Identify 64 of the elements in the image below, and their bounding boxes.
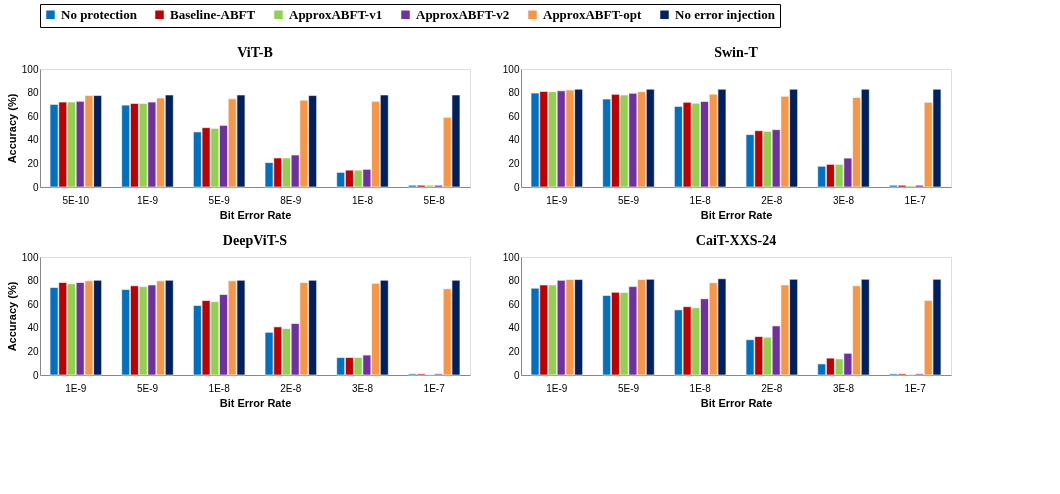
x-tick-label: 5E-10 xyxy=(62,194,90,206)
x-axis-title: Bit Error Rate xyxy=(700,396,773,409)
x-tick-label: 3E-8 xyxy=(832,194,855,206)
y-tick-label: 20 xyxy=(508,345,520,357)
x-tick-label: 1E-9 xyxy=(546,382,568,394)
x-tick-label: 1E-7 xyxy=(904,194,927,206)
y-tick-label: 0 xyxy=(513,181,520,193)
x-tick-label: 5E-8 xyxy=(423,194,446,206)
y-tick-label: 100 xyxy=(502,251,520,263)
legend-label: No error injection xyxy=(675,6,776,22)
y-tick-label: 80 xyxy=(27,87,39,99)
y-tick-label: 20 xyxy=(508,157,520,169)
y-tick-label: 80 xyxy=(508,87,520,99)
y-tick-label: 0 xyxy=(32,181,39,193)
y-tick-label: 40 xyxy=(508,134,520,146)
y-axis-title: Accuracy (%) xyxy=(5,281,18,352)
x-tick-label: 1E-9 xyxy=(546,194,568,206)
x-tick-label: 1E-7 xyxy=(423,382,446,394)
x-tick-label: 1E-8 xyxy=(689,382,712,394)
chart-title: ViT-B xyxy=(237,45,273,60)
legend-label: ApproxABFT-v1 xyxy=(289,6,383,22)
y-tick-label: 60 xyxy=(508,298,520,310)
legend-label: Baseline-ABFT xyxy=(170,6,256,22)
x-tick-label: 3E-8 xyxy=(832,382,855,394)
y-tick-label: 100 xyxy=(21,251,39,263)
y-tick-label: 80 xyxy=(27,275,39,287)
x-tick-label: 2E-8 xyxy=(280,382,302,394)
x-tick-label: 5E-9 xyxy=(617,382,640,394)
x-tick-label: 5E-9 xyxy=(617,194,640,206)
x-tick-label: 1E-8 xyxy=(208,382,231,394)
y-axis-title: Accuracy (%) xyxy=(5,93,18,164)
y-tick-label: 60 xyxy=(27,298,39,310)
chart-title: DeepViT-S xyxy=(222,233,288,248)
y-tick-label: 100 xyxy=(21,63,39,75)
y-tick-label: 0 xyxy=(32,369,39,381)
x-tick-label: 1E-9 xyxy=(136,194,159,206)
x-axis-title: Bit Error Rate xyxy=(219,208,292,221)
x-tick-label: 1E-8 xyxy=(689,194,712,206)
chart-title: CaiT-XXS-24 xyxy=(695,233,777,248)
y-tick-label: 100 xyxy=(502,63,520,75)
x-axis-title: Bit Error Rate xyxy=(700,208,773,221)
x-tick-label: 1E-7 xyxy=(904,382,927,394)
x-axis-title: Bit Error Rate xyxy=(219,396,292,409)
x-tick-label: 5E-9 xyxy=(208,194,231,206)
y-tick-label: 40 xyxy=(27,322,39,334)
x-tick-label: 5E-9 xyxy=(136,382,159,394)
y-tick-label: 40 xyxy=(508,322,520,334)
y-tick-label: 60 xyxy=(27,110,39,122)
y-tick-label: 60 xyxy=(508,110,520,122)
x-tick-label: 3E-8 xyxy=(351,382,374,394)
x-tick-label: 2E-8 xyxy=(761,194,783,206)
chart-title: Swin-T xyxy=(714,45,759,60)
y-tick-label: 40 xyxy=(27,134,39,146)
y-tick-label: 20 xyxy=(27,345,39,357)
y-tick-label: 0 xyxy=(513,369,520,381)
legend-label: ApproxABFT-v2 xyxy=(416,6,510,22)
x-tick-label: 8E-9 xyxy=(280,194,302,206)
x-tick-label: 1E-8 xyxy=(351,194,374,206)
x-tick-label: 1E-9 xyxy=(65,382,87,394)
x-tick-label: 2E-8 xyxy=(761,382,783,394)
y-tick-label: 20 xyxy=(27,157,39,169)
y-tick-label: 80 xyxy=(508,275,520,287)
legend-label: ApproxABFT-opt xyxy=(543,6,642,22)
legend-label: No protection xyxy=(61,6,138,22)
